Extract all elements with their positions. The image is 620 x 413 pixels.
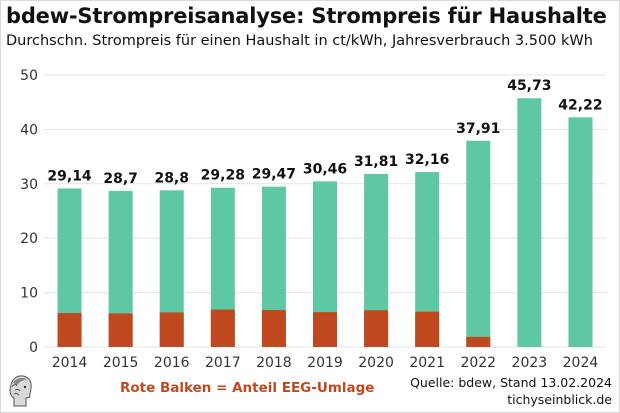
bar-total — [466, 140, 491, 347]
data-label: 32,16 — [405, 152, 449, 168]
bar-eeg — [57, 313, 82, 347]
y-tick-label: 20 — [20, 231, 38, 247]
bar-total — [568, 117, 593, 347]
chart-title: bdew-Strompreisanalyse: Strompreis für H… — [6, 4, 607, 28]
x-tick-label: 2015 — [103, 355, 139, 371]
bar-eeg — [210, 309, 235, 347]
data-label: 29,14 — [47, 168, 92, 184]
x-tick-label: 2018 — [256, 355, 292, 371]
data-label: 45,73 — [507, 78, 551, 94]
bar-total — [108, 190, 133, 347]
y-tick-label: 0 — [29, 340, 38, 356]
data-label: 29,47 — [252, 167, 296, 183]
statue-head-icon — [9, 375, 32, 407]
y-tick-label: 10 — [20, 286, 38, 302]
y-tick-label: 50 — [20, 68, 38, 84]
bar-chart: 0 10 20 30 40 50 29,14 2014 28,7 2015 28,8 2016 29,… — [20, 68, 606, 371]
chart-subtitle: Durchschn. Strompreis für einen Haushalt… — [6, 33, 593, 49]
x-tick-label: 2016 — [154, 355, 190, 371]
data-label: 37,91 — [456, 121, 500, 137]
x-tick-label: 2020 — [358, 355, 394, 371]
data-label: 28,8 — [154, 170, 189, 186]
legend-note: Rote Balken = Anteil EEG-Umlage — [120, 380, 375, 396]
x-tick-label: 2024 — [563, 355, 599, 371]
data-label: 42,22 — [558, 97, 602, 113]
bar-eeg — [261, 310, 286, 347]
x-tick-label: 2017 — [205, 355, 241, 371]
bar-eeg — [466, 336, 491, 347]
data-label: 29,28 — [201, 168, 245, 184]
bar-eeg — [108, 313, 133, 347]
bar-eeg — [364, 310, 389, 347]
website-text: tichyseinblick.de — [507, 392, 612, 407]
data-label: 30,46 — [303, 161, 347, 177]
x-tick-label: 2019 — [307, 355, 343, 371]
data-label: 31,81 — [354, 154, 398, 170]
bar-eeg — [159, 312, 184, 347]
x-tick-label: 2014 — [52, 355, 88, 371]
x-tick-label: 2021 — [409, 355, 445, 371]
x-tick-label: 2022 — [460, 355, 496, 371]
bar-total — [517, 98, 542, 348]
data-label: 28,7 — [103, 171, 138, 187]
y-tick-label: 30 — [20, 177, 38, 193]
bar-eeg — [415, 311, 440, 347]
source-text: Quelle: bdew, Stand 13.02.2024 — [410, 375, 612, 390]
y-tick-label: 40 — [20, 122, 38, 138]
x-tick-label: 2023 — [512, 355, 548, 371]
bar-eeg — [313, 312, 337, 347]
